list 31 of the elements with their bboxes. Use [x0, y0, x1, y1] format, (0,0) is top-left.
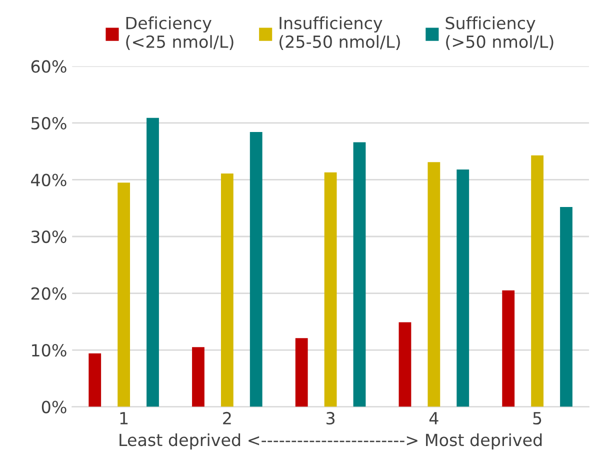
y-tick-label: 0% [42, 400, 66, 414]
bar [456, 170, 470, 407]
legend-label: Insufficiency (25-50 nmol/L) [280, 16, 400, 50]
y-tick-label: 60% [31, 60, 66, 73]
x-tick-label: 5 [533, 412, 542, 425]
bar [118, 182, 130, 407]
bar [192, 347, 204, 407]
bar [250, 132, 262, 407]
bar [428, 162, 440, 407]
legend-label: Sufficiency (>50 nmol/L) [446, 16, 554, 50]
x-tick-label: 3 [326, 412, 335, 425]
bar [220, 173, 234, 407]
bar [295, 338, 308, 407]
bar [398, 322, 412, 407]
y-tick-label: 40% [31, 174, 66, 186]
x-axis-title: Least deprived <------------------------> Most deprived [120, 433, 542, 450]
bar [502, 290, 515, 407]
bar [146, 118, 159, 407]
y-tick-label: 20% [31, 287, 66, 300]
x-tick-label: 4 [429, 412, 438, 424]
y-tick-label: 50% [32, 116, 66, 130]
y-tick-label: 30% [31, 230, 66, 244]
bar [353, 142, 366, 407]
y-tick-label: 10% [32, 344, 66, 357]
legend-label: Deficiency (<25 nmol/L) [126, 16, 234, 50]
x-tick-label: 2 [223, 412, 231, 424]
bar [88, 353, 102, 407]
bar [560, 206, 572, 407]
bar [531, 155, 544, 407]
bar [324, 172, 337, 407]
x-tick-label: 1 [120, 412, 128, 424]
